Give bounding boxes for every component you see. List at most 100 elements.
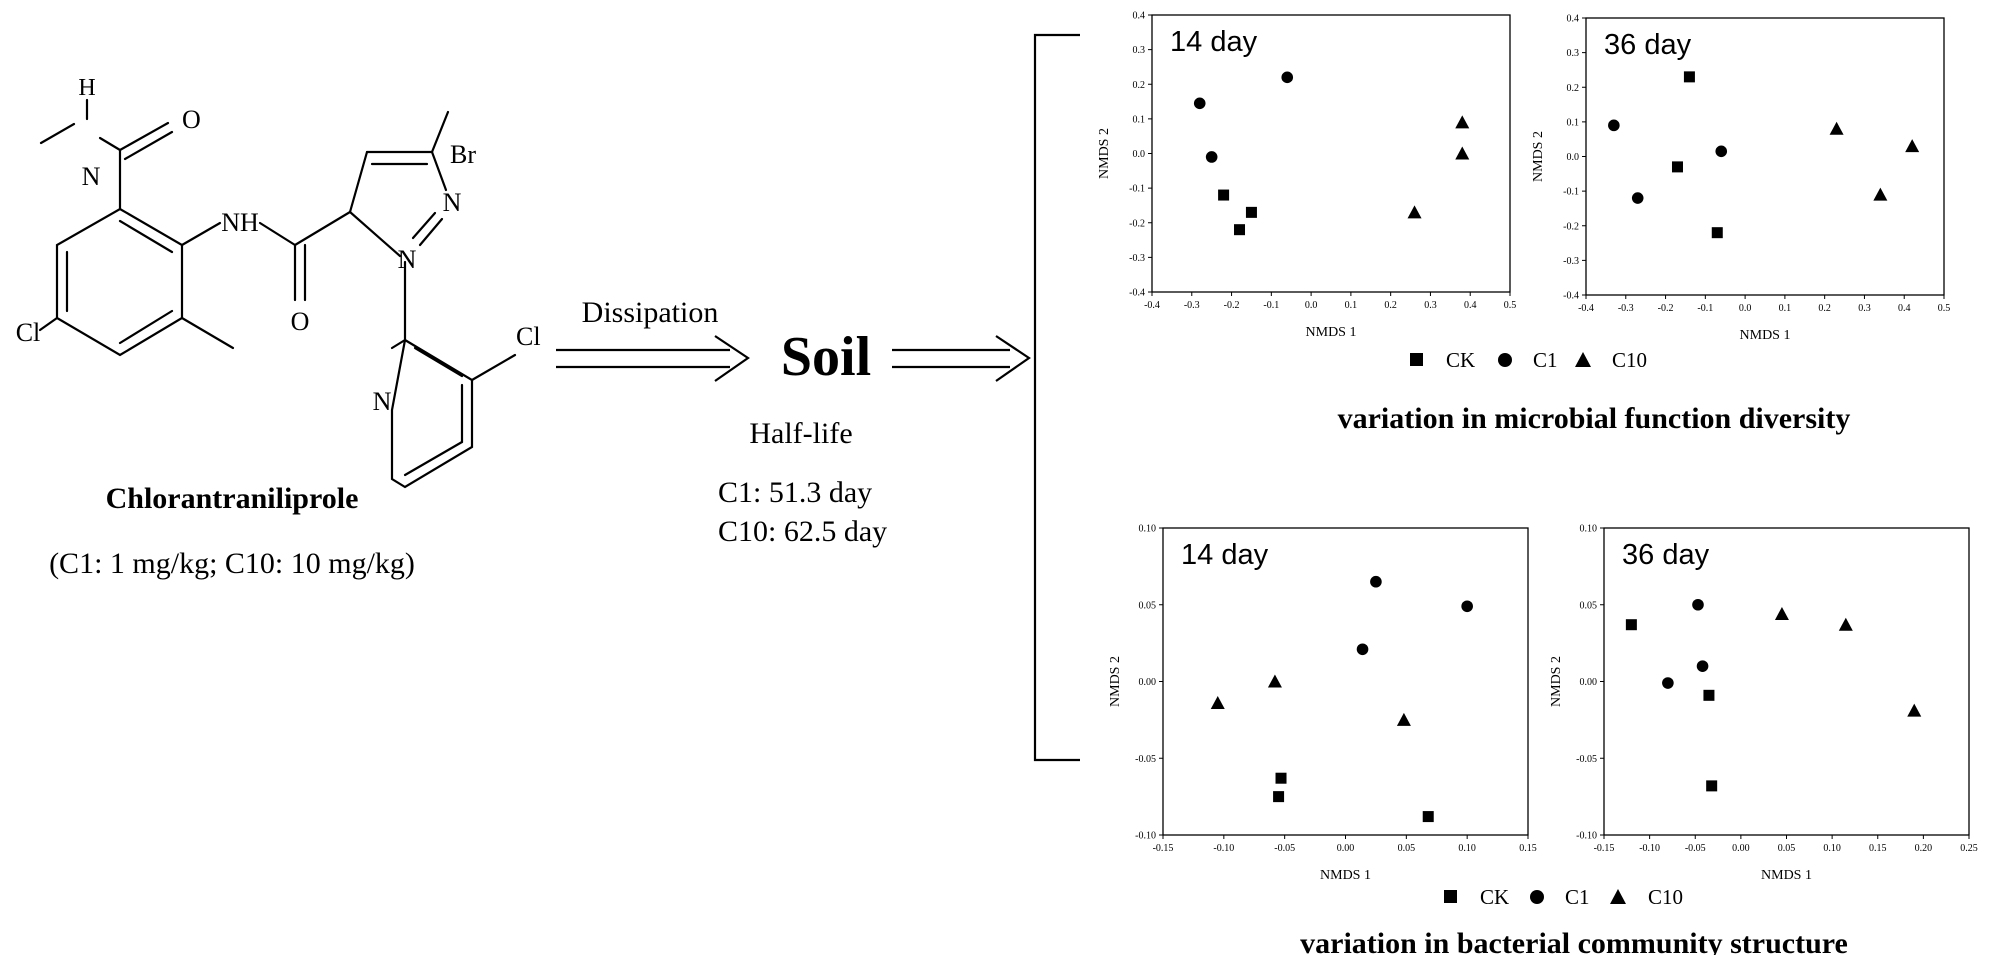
x-tick-label: 0.4 (1464, 300, 1477, 311)
x-tick-label: -0.15 (1153, 843, 1174, 854)
legend-ck-label: CK (1480, 885, 1509, 909)
atom-cl-pyridine: Cl (516, 322, 541, 351)
y-tick-label: 0.4 (1567, 14, 1580, 25)
point-ck (1703, 689, 1715, 701)
x-tick-label: 0.15 (1869, 843, 1887, 854)
legend-ck-marker (1410, 353, 1423, 366)
legend-c1-label: C1 (1565, 885, 1590, 909)
plot-frame (1603, 527, 1970, 836)
point-c1 (1715, 145, 1728, 158)
point-ck (1218, 189, 1230, 201)
x-tick-label: 0.15 (1519, 843, 1537, 854)
x-tick-label: 0.1 (1779, 303, 1792, 314)
chlorantraniliprole-structure: N H O NH O Cl Br N N N Cl (16, 75, 541, 489)
atom-br: Br (450, 140, 476, 169)
point-c10 (1396, 712, 1411, 726)
y-tick-label: 0.0 (1567, 152, 1580, 163)
y-tick-label: 0.3 (1133, 45, 1146, 56)
point-c10 (1455, 146, 1470, 160)
atom-n-pyrazole-2: N (443, 188, 462, 217)
y-tick-label: -0.2 (1563, 221, 1579, 232)
x-tick-label: 0.3 (1424, 300, 1437, 311)
x-tick-label: 0.20 (1915, 843, 1933, 854)
x-tick-label: -0.4 (1144, 300, 1160, 311)
legend-c1-marker (1498, 353, 1512, 367)
x-axis-label: NMDS 1 (1740, 328, 1791, 343)
point-ck (1711, 227, 1723, 239)
x-tick-label: 0.1 (1345, 300, 1358, 311)
atom-h: H (78, 75, 95, 101)
point-c1 (1696, 660, 1709, 672)
x-tick-label: -0.05 (1685, 843, 1706, 854)
caption-community-structure: variation in bacterial community structu… (1300, 927, 1848, 955)
nmds-plot-community-14-day: -0.15 -0.10 -0.05 0.00 0.05 0.10 0.15-0.10-0.0… (1108, 524, 1537, 884)
x-tick-label: 0.25 (1960, 843, 1978, 854)
plot-title: 14 day (1181, 539, 1269, 571)
caption-function-diversity: variation in microbial function diversit… (1338, 402, 1851, 435)
y-tick-label: -0.10 (1135, 831, 1156, 842)
compound-name: Chlorantraniliprole (106, 482, 359, 515)
y-tick-label: 0.0 (1133, 149, 1146, 160)
point-c1 (1356, 643, 1369, 656)
point-ck (1625, 619, 1637, 631)
x-tick-label: 0.0 (1305, 300, 1318, 311)
y-tick-label: 0.05 (1580, 600, 1598, 611)
y-tick-label: -0.10 (1576, 831, 1597, 842)
point-c1 (1205, 151, 1218, 163)
y-tick-label: -0.1 (1563, 187, 1579, 198)
dissipation-arrow (556, 335, 750, 382)
half-life-label: Half-life (749, 417, 852, 450)
plot-title: 36 day (1622, 539, 1710, 571)
x-tick-label: 0.0 (1739, 303, 1752, 314)
atom-nh: NH (221, 208, 259, 237)
nmds-plot-function-36-day: -0.4 -0.3 -0.2 -0.1 0.0 0.1 0.2 0.3 0.4 0.5 -0.4 -0… (1531, 14, 1950, 344)
atom-o-top: O (182, 105, 201, 134)
x-tick-label: -0.10 (1213, 843, 1234, 854)
x-tick-label: -0.3 (1184, 300, 1200, 311)
x-tick-label: 0.05 (1398, 843, 1416, 854)
legend-c1-marker (1530, 890, 1544, 904)
x-tick-label: -0.2 (1658, 303, 1674, 314)
plot-title: 36 day (1604, 29, 1692, 61)
x-tick-label: -0.3 (1618, 303, 1634, 314)
x-tick-label: 0.4 (1898, 303, 1911, 314)
y-tick-label: -0.2 (1129, 218, 1145, 229)
legend-c1-label: C1 (1533, 348, 1558, 372)
x-axis-label: NMDS 1 (1320, 868, 1371, 883)
nmds-plot-function-14-day: -0.4 -0.3 -0.2 -0.1 0.0 0.1 0.2 0.3 0.4 0.5 -0.4 -0… (1097, 11, 1516, 341)
x-tick-label: 0.5 (1504, 300, 1517, 311)
x-tick-label: -0.15 (1594, 843, 1615, 854)
point-c1 (1461, 600, 1473, 613)
dissipation-label: Dissipation (582, 296, 719, 329)
y-tick-label: 0.1 (1567, 117, 1580, 128)
point-ck (1275, 772, 1287, 784)
soil-label: Soil (781, 326, 871, 388)
x-tick-label: 0.5 (1938, 303, 1951, 314)
point-ck (1245, 206, 1257, 218)
y-tick-label: 0.00 (1139, 677, 1157, 688)
x-tick-label: 0.00 (1337, 843, 1355, 854)
x-tick-label: -0.10 (1639, 843, 1660, 854)
x-tick-label: -0.1 (1263, 300, 1279, 311)
x-tick-label: -0.05 (1274, 843, 1295, 854)
y-tick-label: 0.05 (1139, 600, 1157, 611)
x-tick-label: -0.1 (1697, 303, 1713, 314)
legend-c10-label: C10 (1648, 885, 1683, 909)
point-c1 (1281, 71, 1294, 84)
y-tick-label: 0.00 (1580, 677, 1598, 688)
atom-n-pyrazole-1: N (398, 245, 417, 274)
y-tick-label: 0.4 (1133, 11, 1146, 22)
legend-ck-marker (1444, 890, 1457, 903)
point-c1 (1370, 575, 1382, 588)
y-axis-label: NMDS 2 (1108, 656, 1123, 707)
x-tick-label: 0.2 (1384, 300, 1397, 311)
half-life-c1: C1: 51.3 day (718, 476, 872, 509)
x-tick-label: -0.4 (1578, 303, 1594, 314)
atom-o-bottom: O (291, 307, 310, 336)
point-ck (1273, 791, 1285, 803)
point-ck (1234, 224, 1246, 236)
point-c10 (1829, 121, 1844, 135)
y-tick-label: 0.10 (1580, 524, 1598, 535)
legend-community: CK C1 C10 (1444, 885, 1683, 909)
